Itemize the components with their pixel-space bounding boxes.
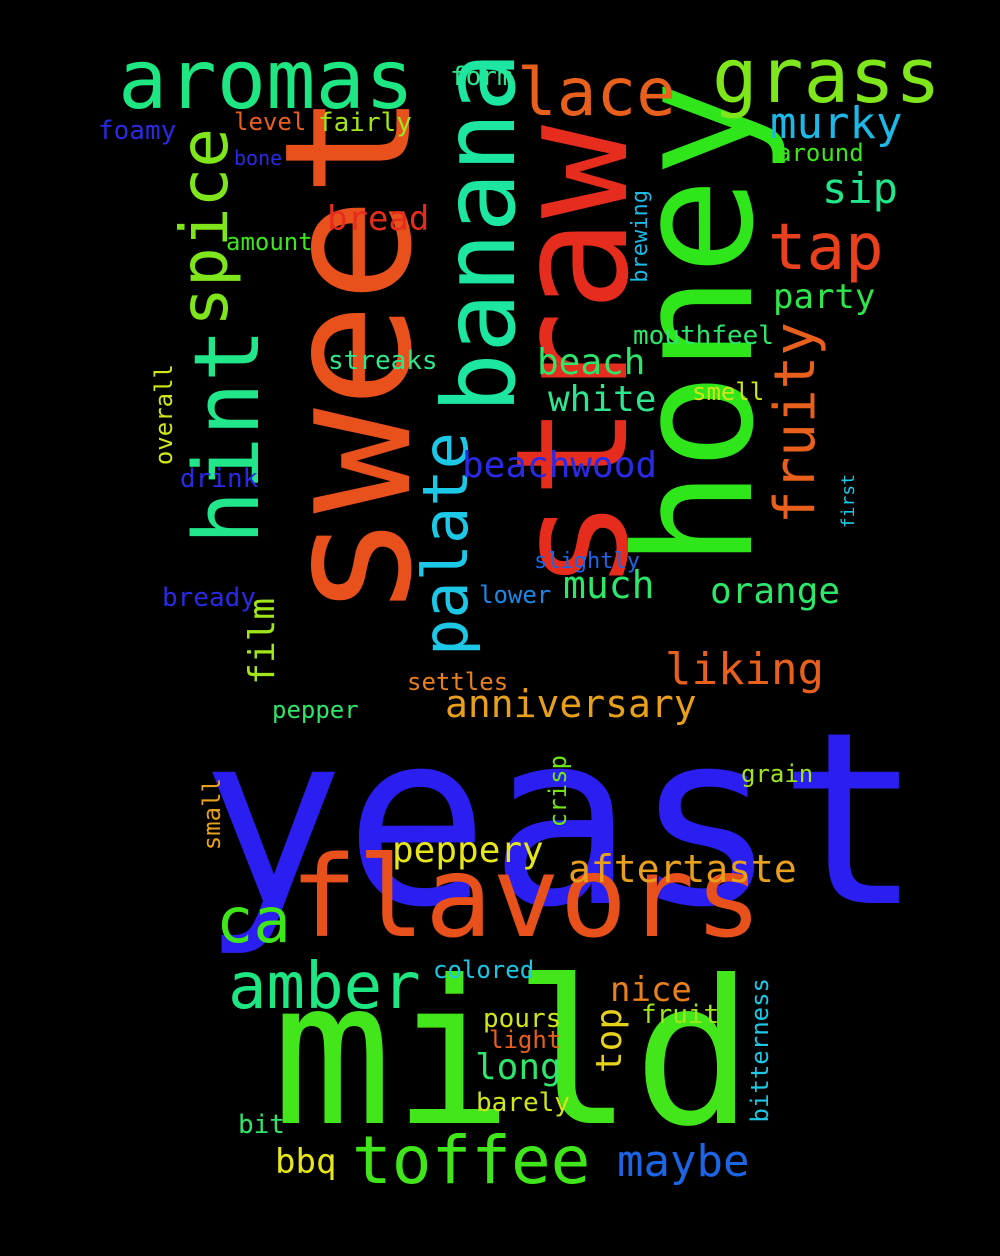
word-fruity: fruity — [763, 322, 828, 525]
word-barely: barely — [476, 1088, 570, 1118]
word-sip: sip — [822, 164, 898, 213]
word-top: top — [589, 1008, 630, 1074]
word-light: light — [489, 1026, 562, 1054]
word-beachwood: beachwood — [462, 445, 658, 486]
word-fruit: fruit — [641, 1000, 720, 1030]
word-nice: nice — [610, 970, 692, 1010]
word-grain: grain — [741, 760, 814, 788]
word-bone: bone — [234, 146, 283, 170]
word-amount: amount — [226, 228, 313, 256]
word-aromas: aromas — [118, 33, 415, 128]
word-level: level — [234, 108, 307, 136]
word-bit: bit — [238, 1110, 285, 1140]
word-peppery: peppery — [392, 830, 544, 871]
word-smell: smell — [692, 378, 765, 406]
word-bread: bread — [327, 199, 430, 239]
word-around: around — [777, 139, 864, 167]
word-settles: settles — [407, 668, 509, 696]
word-much: much — [563, 563, 655, 607]
word-long: long — [475, 1047, 562, 1088]
word-ca: ca — [216, 884, 291, 957]
word-bready: bready — [162, 583, 256, 613]
word-pepper: pepper — [272, 696, 359, 724]
word-lower: lower — [479, 581, 552, 609]
word-brewing: brewing — [628, 190, 653, 283]
word-mouthfeel: mouthfeel — [633, 321, 774, 351]
word-flavors: flavors — [290, 833, 763, 963]
word-bitterness: bitterness — [746, 978, 774, 1123]
word-first: first — [838, 474, 859, 529]
word-drink: drink — [180, 464, 259, 494]
word-murky: murky — [770, 98, 903, 149]
word-yeast: yeast — [200, 680, 923, 960]
word-anniversary: anniversary — [445, 682, 697, 726]
word-foamy: foamy — [98, 116, 177, 146]
word-grass: grass — [712, 31, 941, 120]
word-form: form — [450, 62, 513, 92]
word-aftertaste: aftertaste — [568, 847, 797, 891]
word-banana: banana — [421, 52, 538, 414]
word-liking: liking — [665, 644, 824, 695]
word-toffee: toffee — [352, 1122, 591, 1199]
word-beach: beach — [537, 342, 646, 383]
word-overall: overall — [150, 364, 178, 466]
word-colored: colored — [433, 956, 535, 984]
word-white: white — [548, 379, 657, 420]
word-amber: amber — [228, 950, 421, 1024]
word-party: party — [773, 277, 876, 317]
word-streaks: streaks — [328, 346, 438, 376]
word-mild: mild — [272, 938, 754, 1171]
word-fairly: fairly — [318, 108, 412, 138]
word-small: small — [198, 778, 226, 851]
word-crisp: crisp — [544, 755, 572, 828]
word-slightly: slightly — [534, 549, 640, 574]
word-tap: tap — [768, 211, 884, 285]
word-lace: lace — [517, 54, 676, 131]
word-bbq: bbq — [275, 1142, 337, 1182]
word-orange: orange — [710, 571, 841, 612]
word-hint: hint — [175, 328, 280, 545]
word-maybe: maybe — [617, 1136, 750, 1187]
word-pours: pours — [483, 1004, 562, 1034]
